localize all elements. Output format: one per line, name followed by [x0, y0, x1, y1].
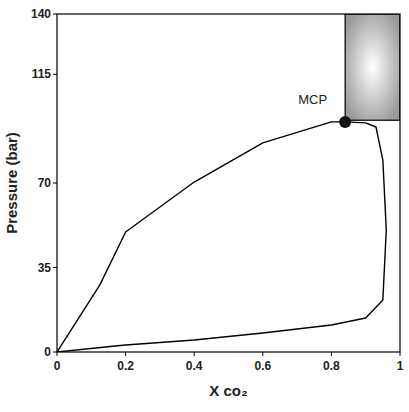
annotation: MCP [298, 92, 327, 107]
x-tick [194, 352, 195, 356]
plot-area [57, 14, 400, 352]
chart: MCP 0 0.2 0.4 0.6 0.8 1 0 35 70 115 140 X co₂ Pressur… [0, 0, 409, 412]
x-tick-label: 0.2 [117, 359, 134, 373]
mcp-point [339, 116, 351, 128]
y-tick [53, 74, 57, 75]
supercritical-region [345, 14, 400, 120]
y-tick [53, 267, 57, 268]
y-tick [53, 183, 57, 184]
x-tick-label: 0.8 [323, 359, 340, 373]
x-tick-label: 0.6 [254, 359, 271, 373]
x-axis-label: X co₂ [209, 382, 247, 399]
x-tick [262, 352, 263, 356]
y-tick-label: 0 [44, 345, 51, 359]
phase-envelope [57, 122, 386, 352]
y-tick-label: 140 [31, 7, 51, 21]
x-tick [57, 352, 58, 356]
y-tick-label: 70 [38, 176, 52, 190]
x-tick [400, 352, 401, 356]
y-axis-label: Pressure (bar) [3, 132, 20, 234]
x-tick-label: 0.4 [186, 359, 203, 373]
x-tick [125, 352, 126, 356]
x-tick-label: 0 [54, 359, 61, 373]
y-tick-label: 115 [32, 67, 52, 81]
frame [57, 14, 400, 352]
x-tick [331, 352, 332, 356]
y-tick [53, 14, 57, 15]
y-tick-label: 35 [38, 261, 52, 275]
y-tick [53, 352, 57, 353]
x-tick-label: 1 [397, 359, 404, 373]
